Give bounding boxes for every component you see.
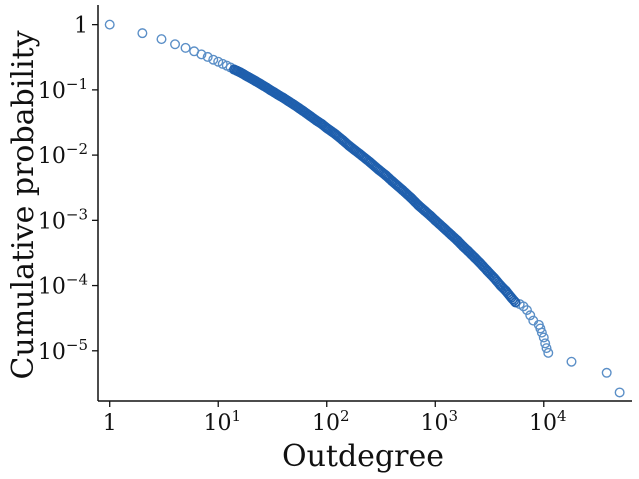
data-point <box>180 42 191 53</box>
x-axis-title: Outdegree <box>282 439 444 474</box>
y-tick-label: 1 <box>74 14 88 39</box>
data-point <box>525 310 536 321</box>
y-axis-title: Cumulative probability <box>6 30 41 379</box>
data-point <box>601 367 612 378</box>
x-tick-label: 102 <box>312 407 350 436</box>
y-axis-ticks: 1 10−1 10−2 10−3 10−4 10−5 <box>38 14 98 365</box>
data-point <box>540 338 551 349</box>
x-tick-label: 101 <box>203 407 241 436</box>
data-point <box>196 49 207 60</box>
y-tick-label: 10−4 <box>38 271 88 300</box>
data-point <box>170 39 181 50</box>
data-point <box>156 34 167 45</box>
y-tick-label: 10−1 <box>38 75 88 104</box>
data-point <box>510 297 521 308</box>
data-point <box>538 332 549 343</box>
y-tick-label: 10−2 <box>38 140 88 169</box>
data-point <box>543 347 554 358</box>
x-tick-label: 1 <box>103 411 117 436</box>
x-tick-label: 104 <box>529 407 567 436</box>
x-tick-label: 103 <box>420 407 458 436</box>
y-tick-label: 10−3 <box>38 205 88 234</box>
data-point <box>104 19 115 30</box>
data-point <box>509 295 520 306</box>
data-point <box>536 327 547 338</box>
data-point <box>566 356 577 367</box>
data-point <box>202 51 213 62</box>
data-point <box>208 54 219 65</box>
data-point <box>541 343 552 354</box>
y-tick-label: 10−5 <box>38 336 88 365</box>
scatter-series <box>104 19 625 398</box>
data-point <box>614 387 625 398</box>
data-point <box>521 305 532 316</box>
data-point <box>535 323 546 334</box>
data-point <box>137 28 148 39</box>
data-point <box>507 294 518 305</box>
x-axis-ticks: 1 101 102 103 104 <box>103 401 567 436</box>
